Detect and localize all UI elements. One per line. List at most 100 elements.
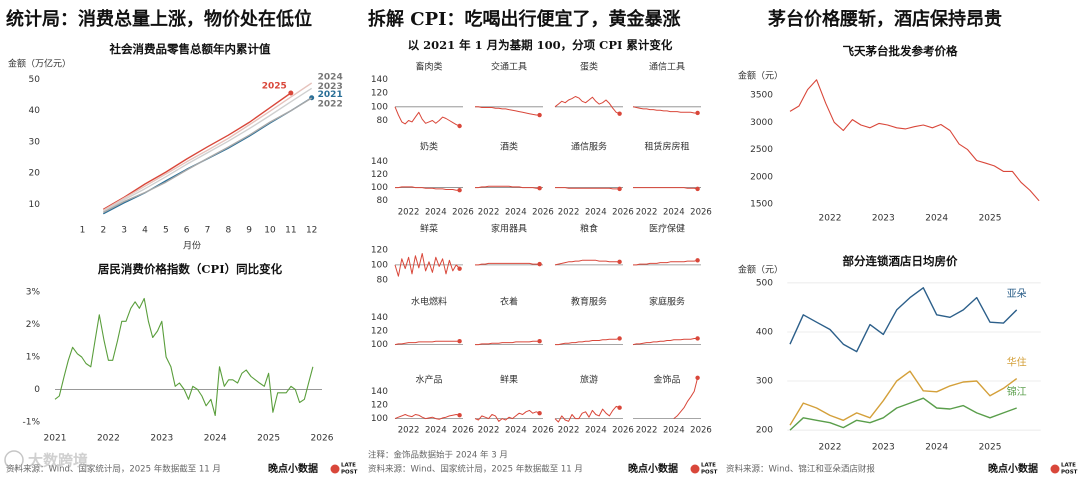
x-tick-label: 2025 bbox=[979, 214, 1002, 224]
line-series bbox=[554, 259, 620, 266]
end-dot bbox=[695, 110, 700, 116]
panel-title: 家庭服务 bbox=[649, 296, 685, 308]
end-dot bbox=[537, 261, 542, 267]
line-series bbox=[394, 253, 460, 277]
x-tick-label: 2026 bbox=[452, 426, 474, 436]
y-tick-label: 30 bbox=[29, 137, 41, 147]
end-dot bbox=[695, 258, 700, 263]
logo-text: POST bbox=[701, 470, 718, 476]
x-tick-label: 2024 bbox=[505, 208, 527, 218]
line-series bbox=[475, 106, 540, 116]
y-tick-label: 2500 bbox=[750, 145, 773, 155]
end-dot bbox=[617, 259, 622, 265]
end-dot bbox=[617, 111, 622, 116]
brand: 晚点小数据 bbox=[988, 462, 1038, 475]
x-tick-label: 2026 bbox=[690, 426, 712, 436]
note: 注释：金饰品数据始于 2024 年 3 月 bbox=[368, 450, 508, 461]
panel-title: 教育服务 bbox=[571, 296, 607, 308]
line-series bbox=[394, 414, 460, 420]
source: 资料来源：Wind、国家统计局，2025 年数据截至 11 月 bbox=[6, 464, 221, 475]
y-tick-label: 140 bbox=[371, 75, 388, 85]
panel-title: 蛋类 bbox=[580, 61, 598, 73]
line-series bbox=[102, 92, 292, 211]
y-axis-label: 金额（元） bbox=[738, 70, 783, 82]
y-tick-label: 80 bbox=[377, 116, 389, 126]
x-tick-label: 2023 bbox=[150, 434, 173, 444]
line-series bbox=[789, 370, 1018, 426]
y-tick-label: 100 bbox=[371, 183, 388, 193]
panel-title: 交通工具 bbox=[491, 61, 527, 73]
logo-text: POST bbox=[1061, 470, 1078, 476]
y-tick-label: 120 bbox=[371, 401, 388, 411]
end-dot bbox=[617, 186, 622, 192]
x-tick-label: 2022 bbox=[819, 214, 842, 224]
x-tick-label: 2024 bbox=[425, 426, 447, 436]
y-tick-label: 1500 bbox=[750, 200, 773, 210]
end-dot bbox=[537, 339, 542, 344]
x-tick-label: 2024 bbox=[505, 426, 527, 436]
panel-title: 水产品 bbox=[415, 374, 442, 386]
panel-title: 家用器具 bbox=[491, 223, 527, 235]
panel-title: 酒类 bbox=[500, 141, 518, 153]
line-series bbox=[633, 259, 698, 266]
line-series bbox=[394, 106, 460, 127]
x-tick-label: 3 bbox=[121, 226, 127, 236]
x-tick-label: 2022 bbox=[558, 208, 580, 218]
x-tick-label: 2025 bbox=[979, 443, 1002, 453]
series-label: 2024 bbox=[318, 73, 343, 83]
end-dot bbox=[695, 375, 700, 380]
line-series bbox=[554, 96, 620, 115]
y-tick-label: 120 bbox=[371, 170, 388, 180]
y-tick-label: 80 bbox=[377, 196, 389, 206]
x-tick-label: 2026 bbox=[311, 434, 334, 444]
x-tick-label: 2024 bbox=[663, 426, 685, 436]
line-series bbox=[475, 185, 540, 189]
logo-text: LATE bbox=[341, 463, 356, 469]
x-tick-label: 2022 bbox=[478, 426, 500, 436]
x-tick-label: 2022 bbox=[398, 426, 420, 436]
y-tick-label: 40 bbox=[29, 106, 41, 116]
series-label: 2025 bbox=[262, 82, 287, 92]
section-title: 茅台价格腰斩，酒店保持昂贵 bbox=[768, 8, 1002, 30]
y-tick-label: 20 bbox=[29, 169, 41, 179]
source: 资料来源：Wind、锦江和亚朵酒店财报 bbox=[726, 464, 875, 475]
watermark: 大数跨境 bbox=[4, 450, 88, 470]
panel-title: 租赁房房租 bbox=[644, 141, 689, 153]
x-tick-label: 2022 bbox=[398, 208, 420, 218]
end-dot bbox=[617, 405, 622, 410]
panel-title: 旅游 bbox=[580, 374, 598, 386]
x-tick-label: 2024 bbox=[585, 208, 607, 218]
series-label: 2022 bbox=[318, 100, 343, 110]
chart-title: 飞天茅台批发参考价格 bbox=[843, 44, 958, 58]
x-tick-label: 2021 bbox=[44, 434, 67, 444]
x-tick-label: 2022 bbox=[636, 208, 658, 218]
logo-dot bbox=[1050, 464, 1060, 474]
x-tick-label: 2026 bbox=[532, 426, 554, 436]
x-tick-label: 2024 bbox=[585, 426, 607, 436]
y-tick-label: 1% bbox=[26, 353, 41, 363]
line-series bbox=[475, 340, 540, 346]
y-tick-label: 100 bbox=[371, 340, 388, 350]
x-tick-label: 2026 bbox=[612, 208, 634, 218]
end-dot bbox=[457, 339, 462, 344]
end-dot bbox=[457, 188, 462, 193]
end-dot bbox=[537, 410, 542, 416]
series-label: 2021 bbox=[318, 90, 343, 100]
chart-title: 社会消费品零售总额年内累计值 bbox=[109, 42, 271, 56]
logo-dot bbox=[690, 464, 700, 474]
line-series bbox=[102, 97, 313, 214]
x-tick-label: 2022 bbox=[558, 426, 580, 436]
x-tick-label: 2023 bbox=[872, 214, 895, 224]
end-dot bbox=[537, 186, 542, 191]
line-series bbox=[789, 287, 1018, 353]
series-label: 2023 bbox=[318, 82, 343, 92]
line-series bbox=[673, 377, 699, 419]
y-tick-label: 140 bbox=[371, 313, 388, 323]
x-tick-label: 2 bbox=[100, 226, 106, 236]
line-series bbox=[102, 82, 313, 211]
y-tick-label: 2000 bbox=[750, 172, 773, 182]
line-series bbox=[789, 79, 1040, 202]
panel-title: 医疗保健 bbox=[649, 223, 685, 235]
logo-text: LATE bbox=[701, 463, 716, 469]
